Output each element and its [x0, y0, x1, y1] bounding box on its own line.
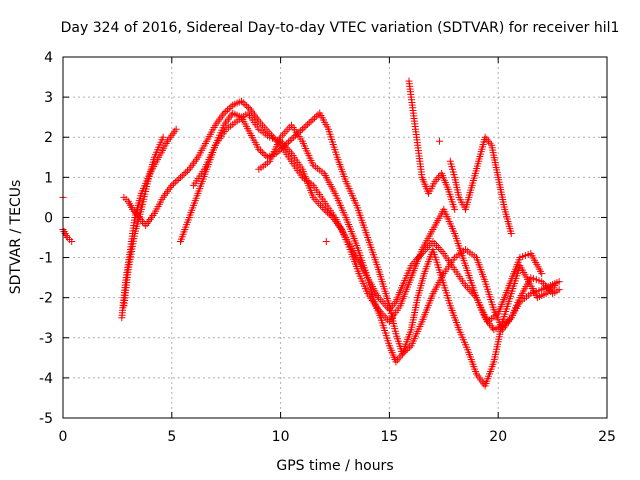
data-point	[544, 288, 552, 296]
data-point	[311, 114, 319, 122]
data-point	[507, 229, 515, 237]
data-point	[327, 212, 335, 220]
data-point	[258, 148, 266, 156]
y-tick-label: -4	[39, 371, 53, 387]
data-point	[175, 175, 183, 183]
data-point	[314, 111, 322, 119]
x-tick-label: 0	[59, 429, 68, 445]
y-axis-label: SDTVAR / TECUs	[8, 180, 24, 295]
data-point	[300, 124, 308, 132]
data-point	[405, 343, 413, 351]
data-point	[555, 286, 563, 294]
data-point	[262, 152, 270, 160]
data-point	[171, 178, 179, 186]
data-point	[288, 135, 296, 143]
x-tick-label: 25	[598, 429, 616, 445]
data-point	[304, 120, 312, 128]
data-point	[555, 278, 563, 286]
data-point	[276, 146, 284, 154]
data-point	[180, 170, 188, 178]
data-point	[284, 138, 292, 146]
data-point	[312, 112, 320, 120]
axis-ticks: 0 5 10 15 20 25 -5 -4 -3 -2 -1 0 1 2 3 4	[39, 50, 616, 445]
data-point	[286, 136, 294, 144]
y-tick-label: 0	[44, 210, 53, 226]
data-point	[173, 177, 181, 185]
data-point	[549, 283, 557, 291]
data-point	[178, 172, 186, 180]
data-point	[172, 125, 180, 133]
grid-lines	[63, 57, 607, 418]
y-tick-label: -3	[39, 331, 53, 347]
data-point	[298, 125, 306, 133]
x-tick-label: 5	[167, 429, 176, 445]
data-point	[322, 238, 330, 246]
data-point	[435, 137, 443, 145]
data-point	[255, 145, 263, 153]
data-point	[322, 207, 330, 215]
y-tick-label: 1	[44, 170, 53, 186]
data-point	[222, 108, 230, 116]
data-point	[305, 119, 313, 127]
data-point	[307, 117, 315, 125]
data-point	[243, 102, 251, 110]
data-point	[320, 205, 328, 213]
data-point	[224, 106, 232, 114]
y-tick-label: -1	[39, 251, 53, 267]
data-point	[290, 133, 298, 141]
data-point	[551, 282, 559, 290]
y-tick-label: 3	[44, 90, 53, 106]
data-point	[538, 270, 546, 278]
data-point	[220, 109, 228, 117]
y-tick-label: 4	[44, 50, 53, 66]
data-point	[237, 97, 245, 105]
data-point	[168, 181, 176, 189]
data-point	[183, 167, 191, 175]
x-tick-label: 15	[380, 429, 398, 445]
data-point	[182, 169, 190, 177]
plot-frame	[62, 56, 608, 419]
data-point	[542, 290, 550, 298]
data-point	[241, 100, 249, 108]
data-point	[177, 173, 185, 181]
chart-title: Day 324 of 2016, Sidereal Day-to-day VTE…	[61, 20, 620, 36]
data-point	[159, 133, 167, 141]
x-tick-label: 10	[272, 429, 290, 445]
data-point	[451, 205, 459, 213]
data-point	[227, 103, 235, 111]
data-point	[302, 122, 310, 130]
data-point	[260, 150, 268, 158]
data-point	[239, 99, 247, 107]
data-point	[309, 116, 317, 124]
data-point	[170, 180, 178, 188]
y-tick-label: -5	[39, 411, 53, 427]
data-point	[297, 127, 305, 135]
data-point	[68, 238, 76, 246]
y-tick-label: -2	[39, 291, 53, 307]
data-markers	[59, 77, 563, 390]
data-point	[325, 210, 333, 218]
y-tick-label: 2	[44, 130, 53, 146]
data-point	[324, 209, 332, 217]
data-point	[546, 286, 554, 294]
data-point	[225, 104, 233, 112]
x-tick-label: 20	[489, 429, 507, 445]
data-point	[547, 285, 555, 293]
x-axis-label: GPS time / hours	[276, 458, 393, 474]
data-point	[257, 147, 265, 155]
